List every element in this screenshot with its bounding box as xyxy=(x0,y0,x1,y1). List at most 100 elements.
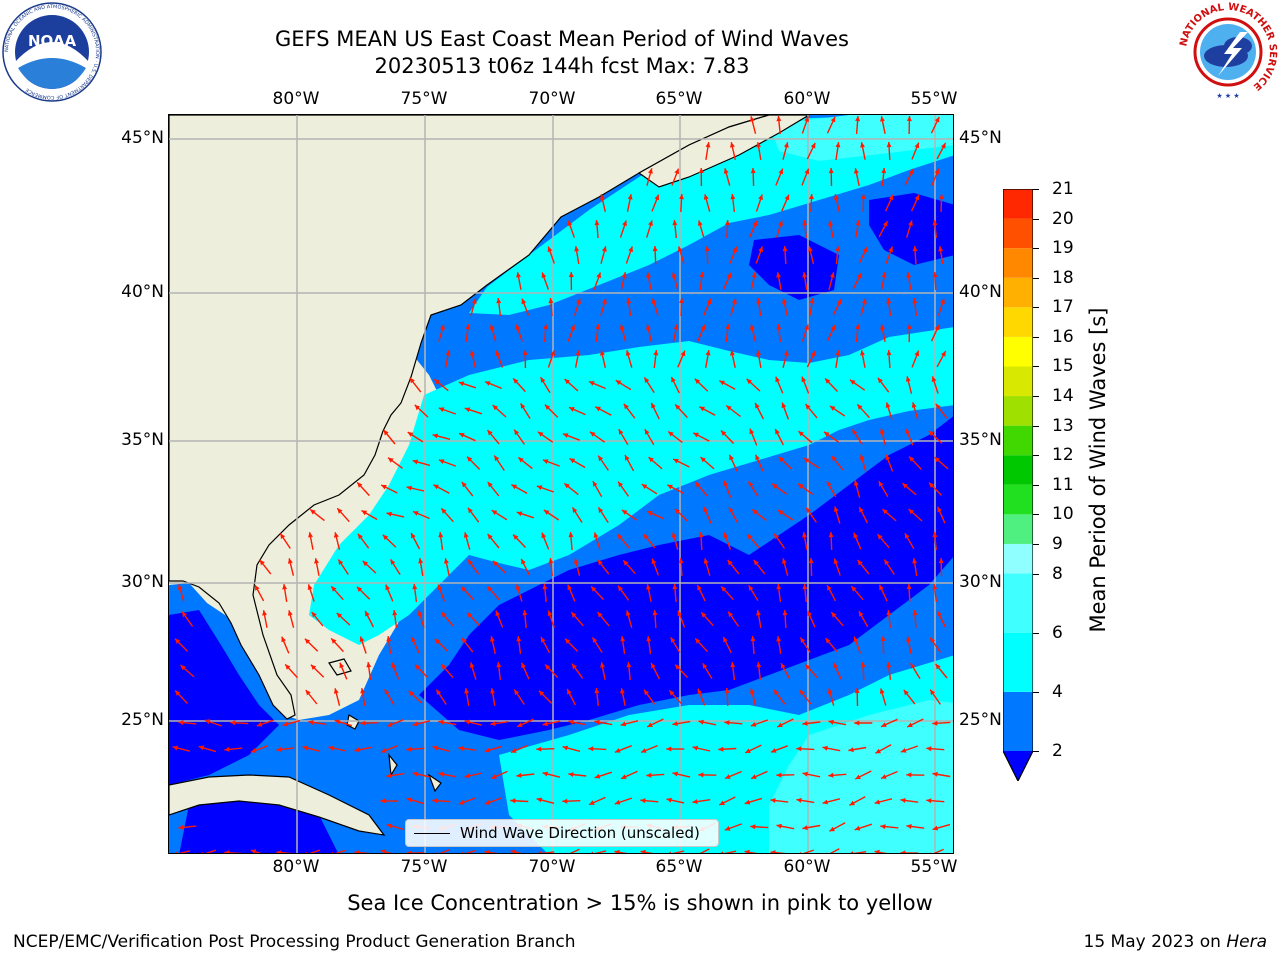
wave-direction-arrowhead xyxy=(724,720,730,726)
wave-direction-arrowhead xyxy=(438,459,445,464)
wave-direction-arrowhead xyxy=(406,850,412,853)
wave-direction-arrowhead xyxy=(725,324,731,330)
wave-direction-arrowhead xyxy=(886,662,892,668)
wave-direction-arrowhead xyxy=(362,560,369,567)
wave-direction-arrowhead xyxy=(934,457,940,463)
wave-direction-arrowhead xyxy=(776,636,782,642)
wave-direction-arrowhead xyxy=(331,586,337,592)
wave-direction-arrowhead xyxy=(854,825,861,831)
wave-direction-arrowhead xyxy=(302,745,309,751)
wave-direction-arrowhead xyxy=(704,246,710,252)
legend-label: Wind Wave Direction (unscaled) xyxy=(460,824,700,842)
wave-direction-arrowhead xyxy=(434,638,441,644)
wave-direction-arrowhead xyxy=(851,586,857,592)
wave-direction-arrowhead xyxy=(783,142,789,148)
wave-direction-arrowhead xyxy=(538,690,545,696)
colorbar-segment xyxy=(1003,248,1033,278)
wave-direction-arrowhead xyxy=(575,350,581,356)
wave-direction-arrowhead xyxy=(692,799,698,804)
wave-direction-arrowhead xyxy=(938,558,944,564)
wave-direction-arrowhead xyxy=(666,746,672,752)
wave-direction-arrowhead xyxy=(673,459,679,464)
wave-direction-arrowhead xyxy=(490,688,495,694)
wave-direction-arrowhead xyxy=(356,586,363,592)
wave-direction-arrowhead xyxy=(572,507,578,513)
lon-label-bottom: 65°W xyxy=(655,857,703,877)
wave-direction-arrowhead xyxy=(182,611,187,618)
wave-direction-arrowhead xyxy=(884,559,890,565)
wave-direction-arrowhead xyxy=(782,610,788,616)
wave-direction-arrowhead xyxy=(855,324,861,330)
wave-direction-arrowhead xyxy=(626,662,632,668)
wave-direction-arrowhead xyxy=(333,532,339,538)
wave-direction-arrowhead xyxy=(461,637,467,644)
wave-direction-arrowhead xyxy=(458,800,465,805)
wave-direction-arrowhead xyxy=(307,584,313,590)
wave-direction-arrowhead xyxy=(435,852,438,853)
lon-label-top: 55°W xyxy=(910,89,958,109)
wave-direction-arrowhead xyxy=(934,168,940,175)
wave-direction-arrowhead xyxy=(614,799,621,805)
wave-direction-arrowhead xyxy=(445,350,451,356)
wave-direction-arrowhead xyxy=(855,116,861,122)
wave-direction-arrowhead xyxy=(758,194,763,200)
colorbar-segment xyxy=(1003,189,1033,219)
wave-direction-arrowhead xyxy=(725,220,730,226)
wave-direction-arrowhead xyxy=(850,851,854,853)
wave-direction-arrowhead xyxy=(755,454,760,461)
wave-direction-arrowhead xyxy=(201,851,204,853)
wave-direction-arrowhead xyxy=(360,720,366,726)
wave-direction-arrowhead xyxy=(798,431,804,437)
wave-direction-arrowhead xyxy=(651,663,656,669)
wave-direction-arrowhead xyxy=(679,298,684,304)
colorbar-segment xyxy=(1003,307,1033,337)
wave-direction-arrowhead xyxy=(537,431,544,437)
wave-direction-arrowhead xyxy=(835,246,841,252)
noaa-logo-text: NOAA xyxy=(28,32,77,50)
wave-direction-arrowhead xyxy=(881,774,887,779)
wave-direction-arrowhead xyxy=(669,690,675,696)
wave-direction-arrowhead xyxy=(804,324,809,330)
wave-direction-arrowhead xyxy=(180,665,186,671)
wave-direction-arrowhead xyxy=(492,560,499,566)
wave-direction-arrowhead xyxy=(468,559,473,566)
wave-direction-arrowhead xyxy=(912,610,918,616)
wave-direction-arrowhead xyxy=(412,771,418,777)
wave-direction-arrowhead xyxy=(886,142,892,148)
wave-direction-arrowhead xyxy=(673,324,679,330)
wave-direction-arrowhead xyxy=(408,690,415,697)
wave-direction-arrowhead xyxy=(697,688,703,695)
wave-direction-arrowhead xyxy=(829,826,835,832)
wave-direction-arrowhead xyxy=(496,298,502,304)
wave-direction-arrowhead xyxy=(598,455,604,462)
wave-direction-arrowhead xyxy=(386,511,392,517)
colorbar-segment xyxy=(1003,366,1033,397)
wave-direction-arrowhead xyxy=(441,612,447,618)
lat-label-right: 30°N xyxy=(959,572,1002,592)
wave-direction-arrowhead xyxy=(250,849,257,853)
wave-direction-arrowhead xyxy=(441,664,447,670)
wave-direction-arrowhead xyxy=(644,689,649,696)
wave-direction-arrowhead xyxy=(856,273,862,279)
wave-direction-arrowhead xyxy=(857,560,863,566)
wave-direction-arrowhead xyxy=(282,584,288,590)
wave-direction-arrowhead xyxy=(855,774,861,779)
wave-direction-arrowhead xyxy=(670,637,676,643)
wave-direction-arrowhead xyxy=(518,457,524,463)
wave-direction-arrowhead xyxy=(494,455,500,462)
wave-direction-arrowhead xyxy=(732,298,737,304)
nws-logo: NATIONAL WEATHER SERVICE ★ ★ ★ xyxy=(1178,2,1278,101)
wave-direction-arrowhead xyxy=(675,404,681,410)
wave-direction-arrowhead xyxy=(932,825,939,831)
wave-direction-arrowhead xyxy=(646,272,651,278)
footer-credit: NCEP/EMC/Verification Post Processing Pr… xyxy=(13,932,576,952)
wave-direction-arrowhead xyxy=(809,298,815,304)
wave-direction-arrowhead xyxy=(511,484,517,490)
wave-direction-arrowhead xyxy=(175,851,178,853)
colorbar-tick-label: 20 xyxy=(1052,208,1074,229)
wave-direction-arrowhead xyxy=(855,220,861,226)
wave-direction-arrowhead xyxy=(914,194,920,201)
wave-direction-arrowhead xyxy=(808,558,814,564)
wave-direction-arrowhead xyxy=(697,584,702,591)
wave-direction-arrowhead xyxy=(573,558,579,564)
